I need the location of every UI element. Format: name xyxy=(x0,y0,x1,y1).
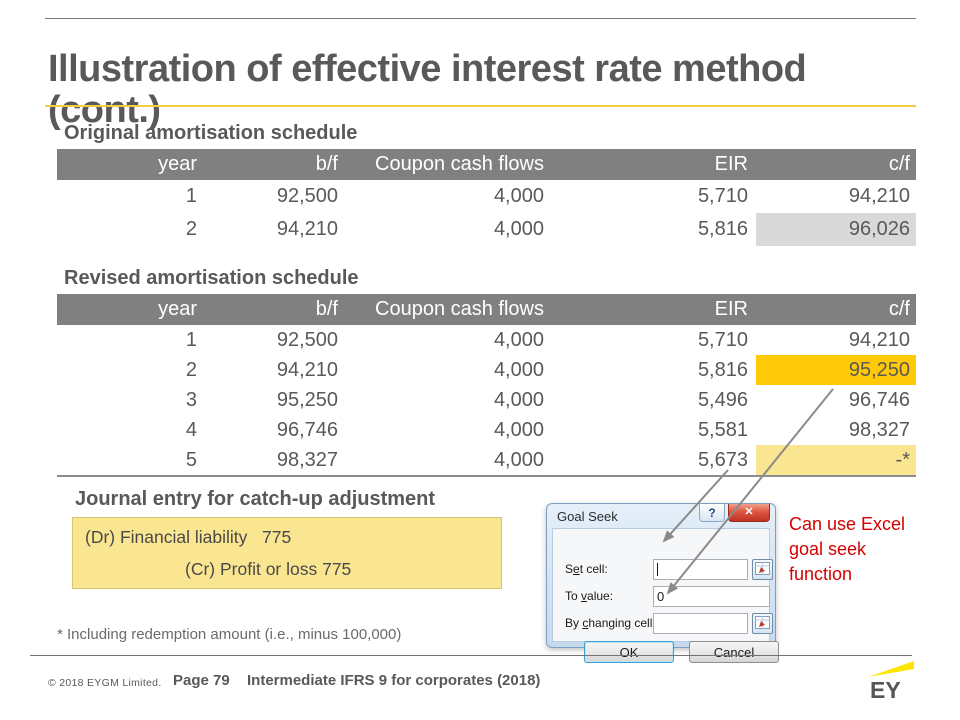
range-picker-icon xyxy=(755,561,770,575)
table-cell: 96,746 xyxy=(848,388,910,411)
course-title: Intermediate IFRS 9 for corporates (2018… xyxy=(247,672,541,689)
table-cell: 4,000 xyxy=(344,445,550,477)
footer-divider xyxy=(30,655,912,656)
by-changing-cell-input[interactable] xyxy=(653,613,748,634)
table-cell: 98,327 xyxy=(223,445,344,477)
table-cell: 94,210 xyxy=(276,218,338,240)
column-header: year xyxy=(57,149,223,180)
ey-logo: EY xyxy=(866,658,924,714)
table-cell: 96,026 xyxy=(756,213,916,246)
table-cell: -* xyxy=(756,445,916,477)
table-cell: 5,816 xyxy=(697,218,748,240)
title-underline xyxy=(45,105,916,107)
table-cell: 1 xyxy=(185,328,197,351)
column-header: b/f xyxy=(223,294,344,325)
journal-credit-line: (Cr) Profit or loss 775 xyxy=(185,559,352,579)
column-header: Coupon cash flows xyxy=(344,294,550,325)
help-button[interactable]: ? xyxy=(699,504,725,522)
column-header: c/f xyxy=(756,149,916,180)
table-cell: 1 xyxy=(185,185,197,207)
table-cell: 4,000 xyxy=(493,358,544,381)
table-cell: 5,496 xyxy=(697,388,748,411)
table-row: 1 92,500 4,000 5,710 94,210 xyxy=(57,325,916,355)
slide-title: Illustration of effective interest rate … xyxy=(48,48,807,132)
ey-logo-text: EY xyxy=(870,677,901,703)
journal-entry-box: (Dr) Financial liability 775 (Cr) Profit… xyxy=(72,517,502,589)
ey-beam-icon xyxy=(868,661,914,677)
table-header-row: year b/f Coupon cash flows EIR c/f xyxy=(57,149,916,180)
table-cell: 4,000 xyxy=(493,328,544,351)
close-button[interactable]: ✕ xyxy=(728,504,770,522)
table-cell: 98,327 xyxy=(848,418,910,441)
column-header: Coupon cash flows xyxy=(344,149,550,180)
set-cell-range-picker-button[interactable] xyxy=(752,559,773,580)
page-number: Page 79 xyxy=(173,672,230,689)
table-row: 4 96,746 4,000 5,581 98,327 xyxy=(57,415,916,445)
by-changing-cell-label: By changing cell: xyxy=(565,616,656,630)
goal-seek-annotation: Can use Excel goal seek function xyxy=(789,514,906,584)
table-cell: 95,250 xyxy=(276,388,338,411)
table-cell: 95,250 xyxy=(756,355,916,385)
to-value-label: To value: xyxy=(565,589,614,603)
table-cell: 5,816 xyxy=(697,358,748,381)
original-schedule-table: year b/f Coupon cash flows EIR c/f 1 92,500 4,… xyxy=(57,149,916,246)
set-cell-input[interactable] xyxy=(653,559,748,580)
copyright-text: © 2018 EYGM Limited. xyxy=(48,677,162,689)
table-cell: 5,710 xyxy=(697,328,748,351)
column-header: EIR xyxy=(550,294,756,325)
table-cell: 94,210 xyxy=(848,185,910,207)
table-cell: 5,581 xyxy=(697,418,748,441)
table-cell: 92,500 xyxy=(276,185,338,207)
table-cell: 3 xyxy=(185,388,197,411)
cancel-button[interactable]: Cancel xyxy=(689,641,779,663)
table-cell: 4,000 xyxy=(493,218,544,240)
table-cell: 4,000 xyxy=(493,388,544,411)
table-cell: 94,210 xyxy=(276,358,338,381)
to-value-input[interactable]: 0 xyxy=(653,586,770,607)
table-row: 5 98,327 4,000 5,673 -* xyxy=(57,445,916,477)
column-header: b/f xyxy=(223,149,344,180)
column-header: year xyxy=(57,294,223,325)
section-heading-journal: Journal entry for catch-up adjustment xyxy=(75,488,436,510)
table-cell: 4 xyxy=(185,418,197,441)
table-cell: 5,673 xyxy=(550,445,756,477)
dialog-title: Goal Seek xyxy=(557,509,618,524)
journal-debit-line: (Dr) Financial liability 775 xyxy=(85,527,292,547)
table-cell: 4,000 xyxy=(493,418,544,441)
table-row: 2 94,210 4,000 5,816 96,026 xyxy=(57,213,916,246)
text-cursor xyxy=(657,563,658,576)
table-cell: 5,710 xyxy=(697,185,748,207)
table-header-row: year b/f Coupon cash flows EIR c/f xyxy=(57,294,916,325)
table-row: 3 95,250 4,000 5,496 96,746 xyxy=(57,385,916,415)
section-heading-original: Original amortisation schedule xyxy=(64,122,358,144)
by-changing-range-picker-button[interactable] xyxy=(752,613,773,634)
dialog-body: Set cell: To value: 0 By changing cell: … xyxy=(552,528,779,663)
table-cell: 2 xyxy=(185,218,197,240)
ok-button[interactable]: OK xyxy=(584,641,674,663)
dialog-titlebar[interactable]: Goal Seek ? ✕ xyxy=(547,504,775,528)
set-cell-label: Set cell: xyxy=(565,562,608,576)
footnote: * Including redemption amount (i.e., min… xyxy=(57,626,402,643)
table-cell: 96,746 xyxy=(276,418,338,441)
revised-schedule-table: year b/f Coupon cash flows EIR c/f 1 92,500 4,… xyxy=(57,294,916,477)
table-cell: 5 xyxy=(57,445,223,477)
table-cell: 4,000 xyxy=(493,185,544,207)
table-cell: 2 xyxy=(185,358,197,381)
table-cell: 92,500 xyxy=(276,328,338,351)
table-row: 1 92,500 4,000 5,710 94,210 xyxy=(57,180,916,213)
column-header: EIR xyxy=(550,149,756,180)
column-header: c/f xyxy=(756,294,916,325)
table-row: 2 94,210 4,000 5,816 95,250 xyxy=(57,355,916,385)
section-heading-revised: Revised amortisation schedule xyxy=(64,267,359,289)
range-picker-icon xyxy=(755,615,770,629)
goal-seek-dialog: Goal Seek ? ✕ Set cell: To value: 0 By c… xyxy=(546,503,779,663)
top-rule xyxy=(45,18,916,19)
table-cell: 94,210 xyxy=(848,328,910,351)
